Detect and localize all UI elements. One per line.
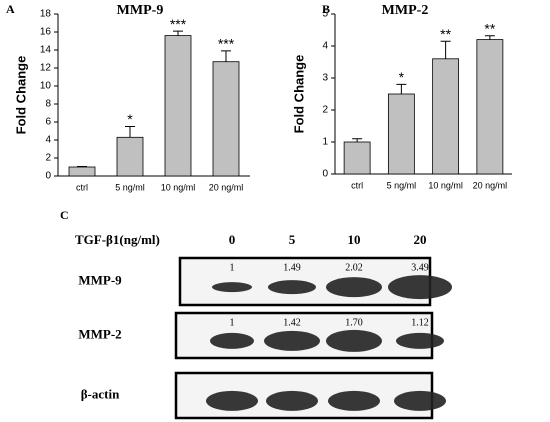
y-tick-label: 2	[322, 105, 328, 116]
ratio-label: 2.02	[345, 262, 363, 273]
error-bar	[221, 50, 231, 62]
y-tick-label: 0	[45, 171, 51, 182]
panel-label: B	[322, 2, 330, 16]
ratio-label: 1	[230, 317, 235, 328]
significance: *	[399, 69, 405, 85]
error-bar	[125, 126, 135, 138]
bar	[116, 136, 144, 177]
significance: ***	[170, 16, 187, 32]
x-tick-label: ctrl	[76, 182, 88, 192]
y-tick-label: 3	[322, 73, 328, 84]
x-tick-label: 20 ng/ml	[209, 182, 244, 192]
y-tick-label: 8	[45, 99, 51, 110]
x-tick-label: ctrl	[351, 180, 363, 190]
band	[266, 390, 318, 411]
dose-label: 20	[414, 232, 427, 247]
band	[396, 332, 444, 349]
y-tick-label: 16	[40, 27, 52, 38]
panel-label: A	[6, 2, 15, 16]
row-label: MMP-2	[78, 326, 121, 341]
ratio-label: 1	[230, 262, 235, 273]
band	[394, 390, 446, 411]
chart-title: MMP-2	[382, 3, 429, 18]
y-tick-label: 0	[322, 169, 328, 180]
error-bar	[352, 138, 363, 142]
ratio-label: 1.12	[411, 317, 429, 328]
band	[326, 329, 382, 352]
row-label: β-actin	[81, 386, 120, 401]
y-tick-label: 5	[322, 9, 328, 20]
y-axis-label: Fold Change	[291, 55, 306, 134]
error-bar	[173, 30, 183, 36]
bar	[432, 58, 460, 175]
x-tick-label: 10 ng/ml	[428, 180, 463, 190]
row-label: MMP-9	[78, 272, 122, 287]
error-bar	[396, 83, 407, 94]
ratio-label: 1.49	[283, 262, 301, 273]
y-tick-label: 10	[40, 81, 52, 92]
bar	[476, 39, 504, 175]
dose-label: 10	[348, 232, 361, 247]
y-tick-label: 18	[40, 9, 52, 20]
bar	[68, 166, 96, 177]
bar	[164, 35, 192, 177]
band	[328, 390, 380, 411]
significance: **	[440, 26, 451, 42]
band	[212, 282, 252, 293]
y-tick-label: 4	[45, 135, 51, 146]
band	[326, 277, 382, 298]
chart-title: MMP-9	[117, 3, 164, 18]
bar	[212, 61, 240, 177]
dose-label: 5	[289, 232, 296, 247]
error-bar	[440, 40, 451, 59]
significance: ***	[218, 36, 235, 52]
y-tick-label: 4	[322, 41, 328, 52]
x-tick-label: 20 ng/ml	[473, 180, 508, 190]
y-tick-label: 12	[40, 63, 52, 74]
x-tick-label: 10 ng/ml	[161, 182, 196, 192]
treatment-label: TGF-β1(ng/ml)	[75, 232, 160, 247]
band	[388, 275, 452, 300]
significance: **	[484, 20, 495, 36]
band	[264, 330, 320, 351]
error-bar	[484, 35, 495, 40]
ratio-label: 1.42	[283, 317, 301, 328]
band	[210, 332, 254, 349]
panel-label: C	[60, 208, 69, 222]
y-axis-label: Fold Change	[13, 56, 28, 135]
bar	[343, 141, 371, 175]
band	[268, 280, 316, 295]
bar	[387, 93, 415, 175]
y-tick-label: 6	[45, 117, 51, 128]
dose-label: 0	[229, 232, 236, 247]
x-tick-label: 5 ng/ml	[387, 180, 417, 190]
ratio-label: 1.70	[345, 317, 363, 328]
band	[206, 390, 258, 411]
y-tick-label: 1	[322, 137, 328, 148]
y-tick-label: 14	[40, 45, 52, 56]
y-tick-label: 2	[45, 153, 51, 164]
ratio-label: 3.49	[411, 262, 429, 273]
x-tick-label: 5 ng/ml	[115, 182, 145, 192]
significance: *	[127, 111, 133, 127]
